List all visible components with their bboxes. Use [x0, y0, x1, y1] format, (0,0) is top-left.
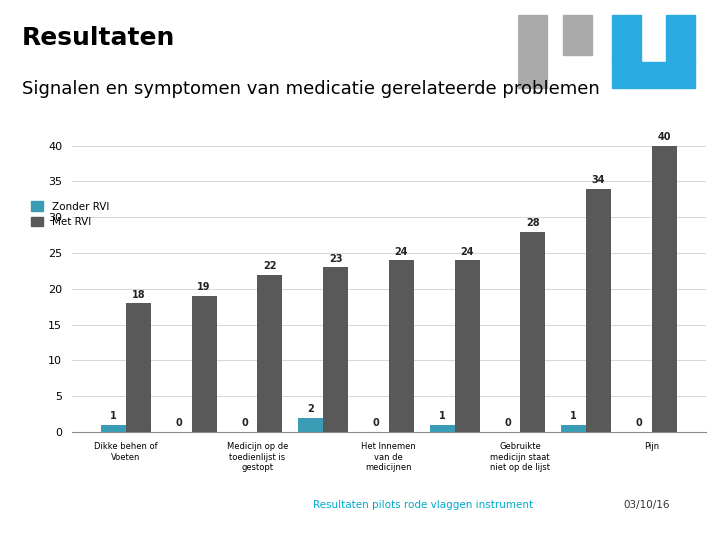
Text: 03/10/16: 03/10/16 — [624, 500, 670, 510]
Text: 0: 0 — [373, 418, 379, 428]
Text: 1: 1 — [110, 411, 117, 421]
Text: 0: 0 — [636, 418, 643, 428]
Bar — [586, 188, 611, 432]
Bar — [389, 260, 414, 432]
Bar — [666, 15, 695, 63]
Text: 0: 0 — [505, 418, 511, 428]
Text: 24: 24 — [460, 247, 474, 256]
Bar — [257, 274, 282, 432]
Bar — [561, 425, 586, 432]
Bar — [612, 15, 641, 63]
Text: 34: 34 — [592, 175, 606, 185]
Text: 28: 28 — [526, 218, 539, 228]
Text: Signalen en symptomen van medicatie gerelateerde problemen: Signalen en symptomen van medicatie gere… — [22, 80, 599, 98]
Text: 1: 1 — [438, 411, 446, 421]
Bar — [101, 425, 126, 432]
Bar — [612, 62, 695, 87]
Text: 19: 19 — [197, 282, 211, 293]
Text: 18: 18 — [132, 289, 145, 300]
Text: 40: 40 — [657, 132, 671, 142]
Bar — [652, 146, 677, 432]
Text: 0: 0 — [241, 418, 248, 428]
Text: Resultaten: Resultaten — [22, 26, 175, 50]
Bar — [454, 260, 480, 432]
Text: 22: 22 — [263, 261, 276, 271]
Bar — [518, 15, 547, 87]
Bar — [521, 232, 545, 432]
Text: 0: 0 — [176, 418, 182, 428]
Bar — [126, 303, 150, 432]
Text: 23: 23 — [329, 254, 342, 264]
Bar — [430, 425, 454, 432]
Text: 1: 1 — [570, 411, 577, 421]
Legend: Zonder RVI, Met RVI: Zonder RVI, Met RVI — [27, 197, 113, 231]
Bar — [192, 296, 217, 432]
Text: 2: 2 — [307, 404, 314, 414]
Bar — [323, 267, 348, 432]
Text: Resultaten pilots rode vlaggen instrument: Resultaten pilots rode vlaggen instrumen… — [312, 500, 533, 510]
Bar — [298, 417, 323, 432]
Bar — [563, 15, 592, 55]
Text: 24: 24 — [395, 247, 408, 256]
